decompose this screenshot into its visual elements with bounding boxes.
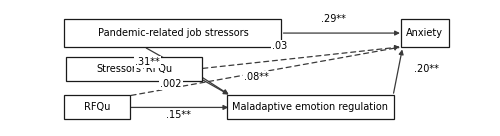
FancyBboxPatch shape	[227, 95, 394, 119]
FancyArrowPatch shape	[131, 106, 227, 109]
Text: .31**: .31**	[136, 57, 160, 67]
FancyBboxPatch shape	[64, 95, 130, 119]
FancyArrowPatch shape	[394, 51, 403, 93]
FancyArrowPatch shape	[203, 46, 398, 68]
Text: Pandemic-related job stressors: Pandemic-related job stressors	[98, 28, 248, 38]
FancyArrowPatch shape	[284, 31, 399, 35]
Text: Stressors*RFQu: Stressors*RFQu	[96, 64, 172, 74]
FancyArrowPatch shape	[146, 48, 228, 94]
Text: .03: .03	[272, 41, 287, 51]
Text: .15**: .15**	[166, 110, 191, 120]
Text: .20**: .20**	[414, 64, 439, 74]
Text: Anxiety: Anxiety	[406, 28, 444, 38]
Text: .29**: .29**	[322, 14, 346, 24]
Text: .002: .002	[160, 79, 182, 89]
Text: RFQu: RFQu	[84, 102, 110, 112]
FancyArrowPatch shape	[202, 78, 228, 94]
Text: .08**: .08**	[244, 72, 268, 82]
Text: Maladaptive emotion regulation: Maladaptive emotion regulation	[232, 102, 388, 112]
FancyBboxPatch shape	[66, 57, 202, 81]
FancyBboxPatch shape	[400, 19, 449, 47]
FancyArrowPatch shape	[131, 46, 398, 95]
FancyBboxPatch shape	[64, 19, 282, 47]
